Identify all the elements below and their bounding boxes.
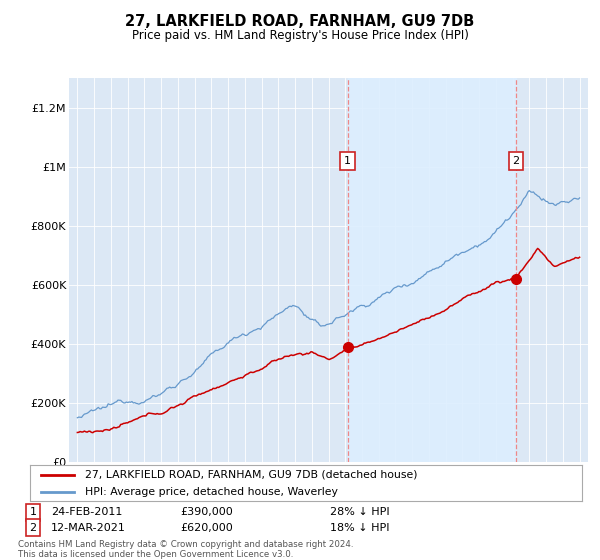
Text: 28% ↓ HPI: 28% ↓ HPI — [330, 507, 389, 517]
Text: 1: 1 — [344, 156, 351, 166]
Text: 2: 2 — [512, 156, 520, 166]
Text: 27, LARKFIELD ROAD, FARNHAM, GU9 7DB: 27, LARKFIELD ROAD, FARNHAM, GU9 7DB — [125, 14, 475, 29]
Text: HPI: Average price, detached house, Waverley: HPI: Average price, detached house, Wave… — [85, 487, 338, 497]
Text: Contains HM Land Registry data © Crown copyright and database right 2024.
This d: Contains HM Land Registry data © Crown c… — [18, 540, 353, 559]
Text: 12-MAR-2021: 12-MAR-2021 — [51, 522, 126, 533]
Text: 2: 2 — [29, 522, 37, 533]
Text: 1: 1 — [29, 507, 37, 517]
Text: £390,000: £390,000 — [180, 507, 233, 517]
Text: 24-FEB-2011: 24-FEB-2011 — [51, 507, 122, 517]
Text: £620,000: £620,000 — [180, 522, 233, 533]
Text: 27, LARKFIELD ROAD, FARNHAM, GU9 7DB (detached house): 27, LARKFIELD ROAD, FARNHAM, GU9 7DB (de… — [85, 470, 418, 480]
Text: Price paid vs. HM Land Registry's House Price Index (HPI): Price paid vs. HM Land Registry's House … — [131, 29, 469, 42]
Bar — [348, 78, 516, 462]
Text: 18% ↓ HPI: 18% ↓ HPI — [330, 522, 389, 533]
